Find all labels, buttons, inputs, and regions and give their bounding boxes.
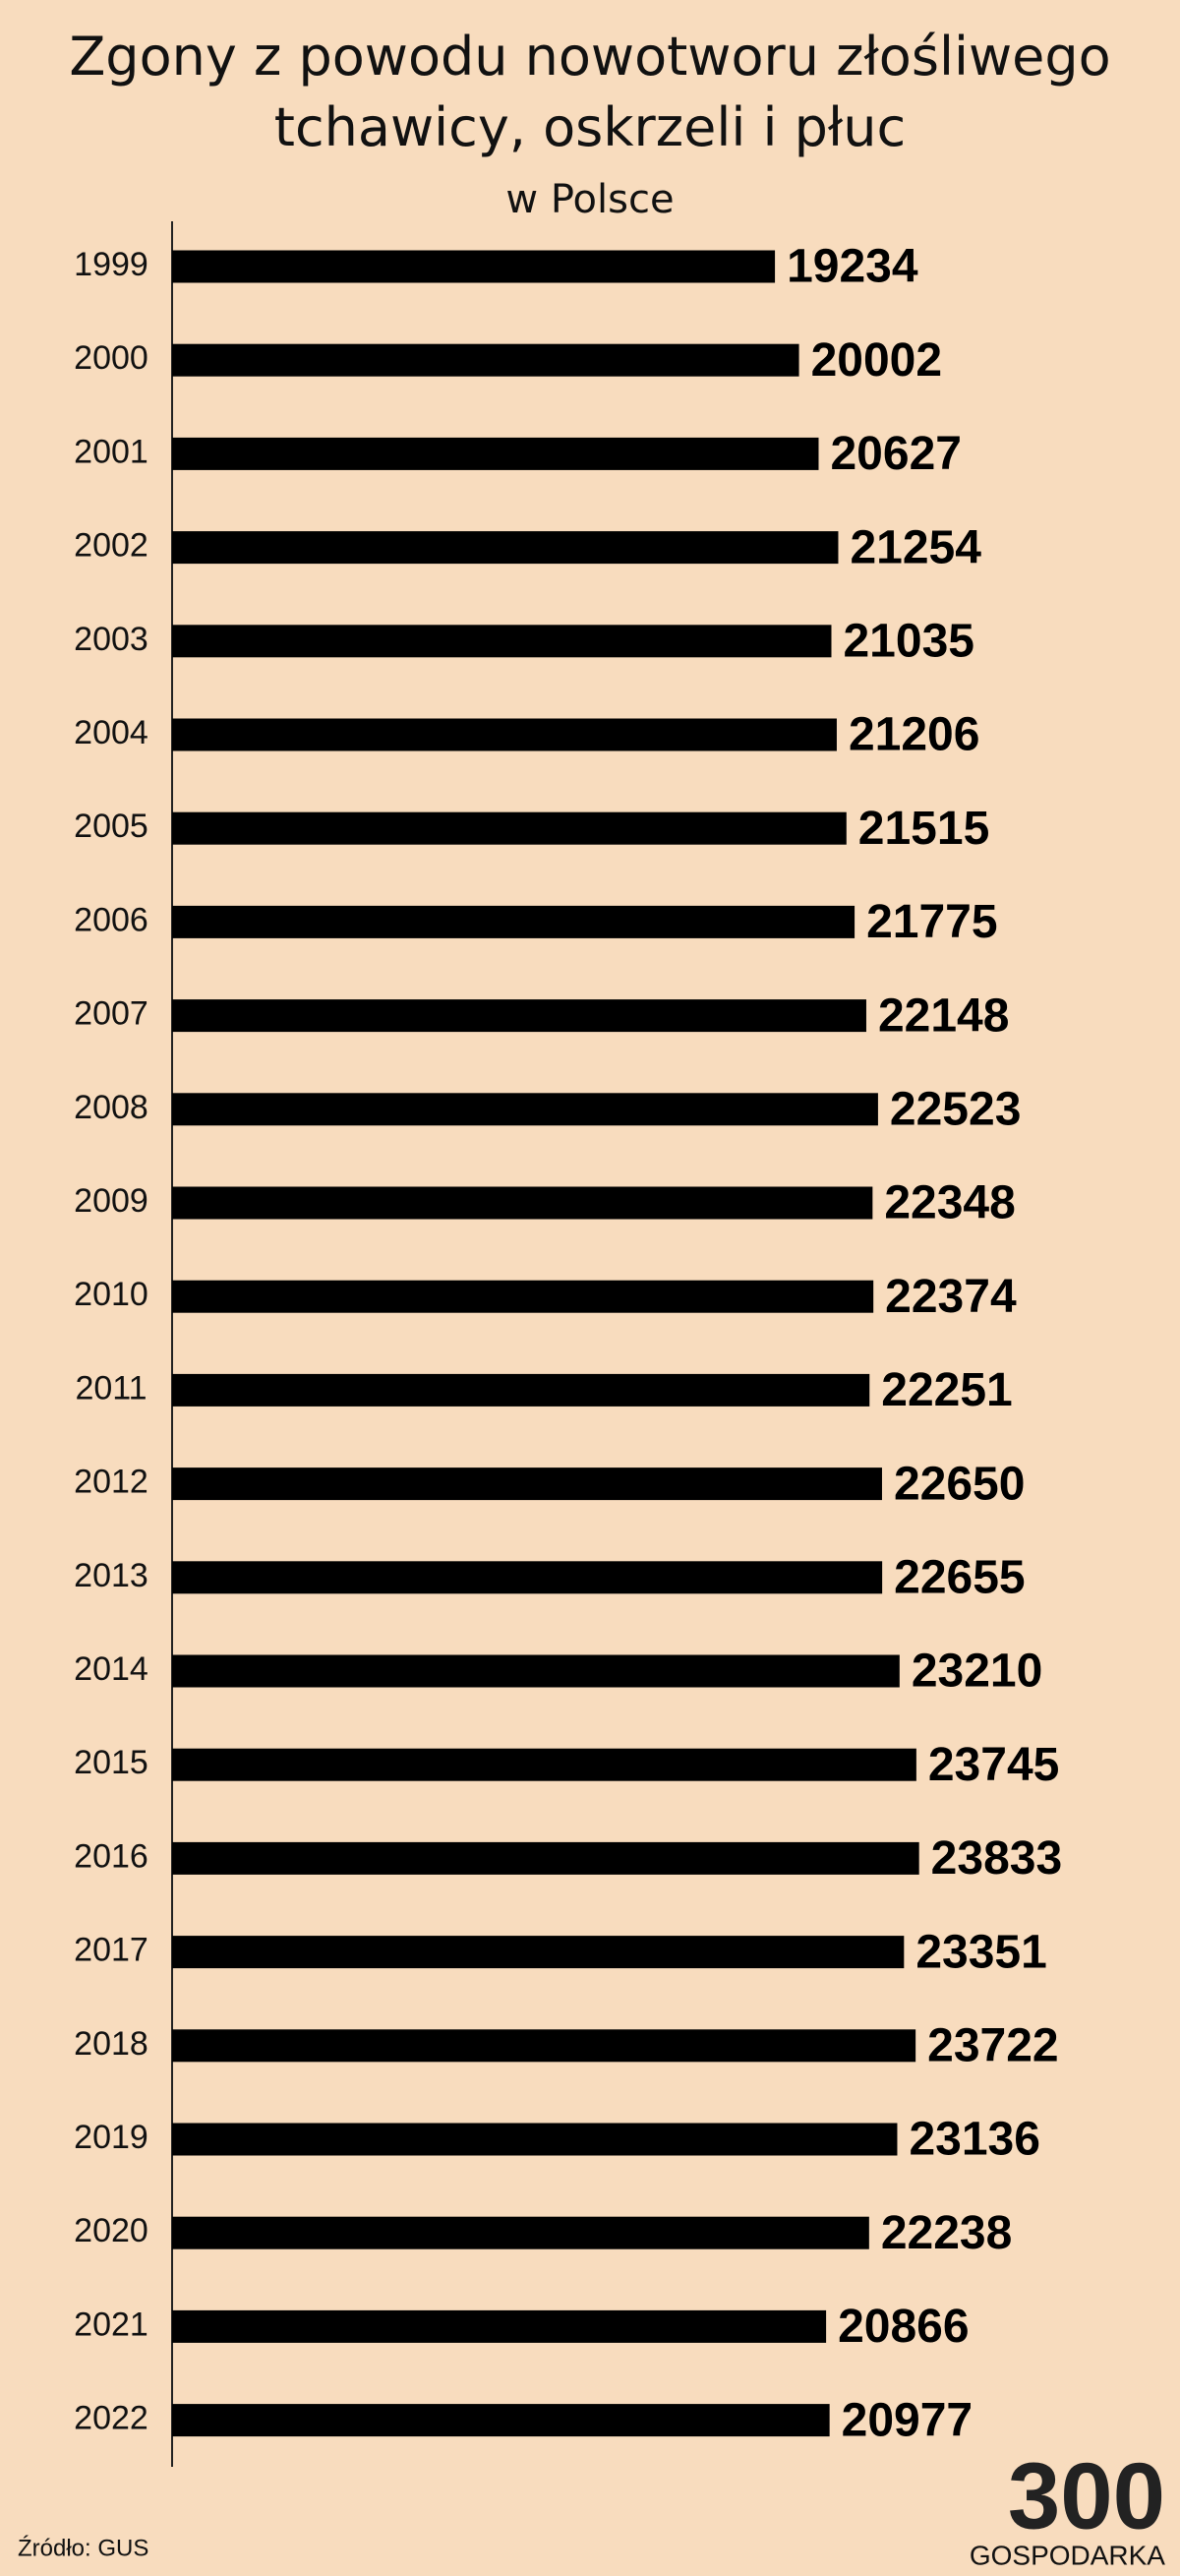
y-tick-label: 2013: [74, 1557, 148, 1594]
bar: [172, 2309, 827, 2343]
value-label: 23745: [928, 1739, 1059, 1791]
bar: [172, 1561, 883, 1594]
value-label: 23833: [931, 1832, 1062, 1885]
value-label: 20977: [842, 2394, 973, 2446]
y-tick-label: 1999: [74, 246, 148, 283]
value-label: 21206: [849, 709, 979, 761]
value-label: 20002: [811, 334, 942, 387]
bar: [172, 718, 837, 751]
bar: [172, 1093, 878, 1126]
logo-number: 300: [1008, 2443, 1165, 2548]
bar: [172, 1373, 870, 1407]
y-tick-label: 2016: [74, 1837, 148, 1875]
bar: [172, 1280, 874, 1313]
bar: [172, 625, 832, 658]
y-tick-label: 2019: [74, 2119, 148, 2156]
bar: [172, 1186, 873, 1220]
y-tick-label: 2009: [74, 1182, 148, 1220]
value-label: 22348: [884, 1177, 1015, 1229]
bar: [172, 2404, 830, 2437]
y-tick-label: 2007: [74, 995, 148, 1033]
y-tick-label: 2006: [74, 901, 148, 938]
value-label: 23351: [915, 1926, 1046, 1978]
value-label: 23136: [909, 2114, 1039, 2166]
y-tick-label: 2017: [74, 1932, 148, 1969]
bar: [172, 531, 839, 565]
bar: [172, 343, 799, 377]
bar: [172, 1654, 900, 1688]
chart-subtitle: w Polsce: [505, 177, 675, 222]
value-label: 21035: [843, 615, 974, 667]
value-label: 21775: [866, 896, 997, 948]
y-tick-label: 2000: [74, 339, 148, 377]
y-tick-label: 2021: [74, 2306, 148, 2343]
value-label: 22655: [894, 1551, 1025, 1603]
bar: [172, 2216, 869, 2249]
y-tick-label: 2014: [74, 1650, 148, 1688]
y-tick-label: 2004: [74, 714, 148, 751]
bar: [172, 2123, 898, 2156]
y-tick-label: 2010: [74, 1276, 148, 1313]
source: Źródło: GUS: [18, 2535, 148, 2561]
bar: [172, 905, 856, 938]
y-tick-label: 2005: [74, 808, 148, 845]
value-label: 23722: [927, 2019, 1058, 2071]
y-tick-label: 2015: [74, 1744, 148, 1781]
value-label: 22148: [878, 989, 1009, 1042]
value-label: 22523: [890, 1083, 1021, 1135]
bar: [172, 437, 819, 470]
value-label: 20866: [838, 2301, 969, 2353]
value-label: 22251: [881, 1364, 1012, 1416]
y-tick-label: 2002: [74, 527, 148, 565]
y-tick-label: 2022: [74, 2400, 148, 2437]
y-tick-label: 2012: [74, 1464, 148, 1501]
bar: [172, 2029, 916, 2063]
value-label: 20627: [830, 428, 961, 480]
y-tick-label: 2011: [75, 1369, 147, 1407]
y-tick-label: 2018: [74, 2025, 148, 2063]
y-tick-label: 2020: [74, 2212, 148, 2249]
bar: [172, 1841, 919, 1875]
value-label: 21254: [850, 521, 981, 573]
y-tick-label: 2001: [74, 433, 148, 470]
value-label: 22238: [881, 2207, 1012, 2259]
bar: [172, 1936, 905, 1969]
y-tick-label: 2003: [74, 621, 148, 658]
value-label: 23210: [912, 1646, 1042, 1698]
bar: [172, 1468, 882, 1501]
bar: [172, 1748, 916, 1781]
bar: [172, 250, 776, 283]
chart-title: Zgony z powodu nowotworu złośliwego tcha…: [69, 26, 1111, 158]
y-tick-label: 2008: [74, 1089, 148, 1126]
value-label: 22650: [894, 1458, 1025, 1510]
logo-label: GOSPODARKA: [970, 2540, 1165, 2570]
value-label: 21515: [858, 803, 989, 855]
bar: [172, 999, 866, 1033]
value-label: 19234: [787, 241, 918, 293]
value-label: 22374: [885, 1271, 1017, 1323]
bar: [172, 811, 847, 845]
